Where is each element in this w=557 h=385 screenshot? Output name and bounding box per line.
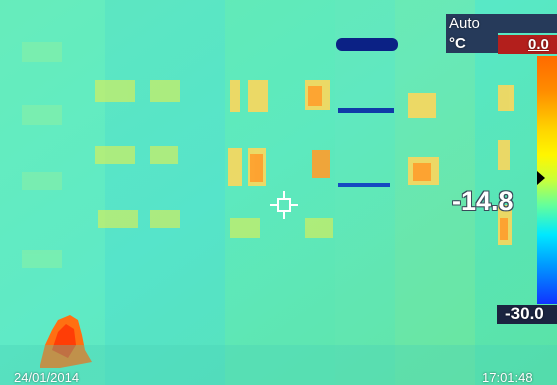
capture-time: 17:01:48: [482, 370, 533, 385]
center-temp-readout: -14.8: [452, 186, 514, 216]
capture-date: 24/01/2014: [14, 370, 80, 385]
max-temp-value: 0.0: [528, 36, 549, 53]
mode-label: Auto: [449, 15, 480, 32]
unit-panel: [446, 33, 498, 53]
unit-label: °C: [449, 35, 466, 52]
temperature-colorbar: [537, 56, 557, 304]
min-temp-value: -30.0: [505, 304, 544, 323]
min-value-panel: [497, 305, 557, 324]
crosshair-icon: [270, 191, 298, 219]
colorbar-marker-icon: [537, 171, 545, 185]
max-value-panel: [498, 35, 557, 54]
mode-panel: [446, 14, 557, 33]
